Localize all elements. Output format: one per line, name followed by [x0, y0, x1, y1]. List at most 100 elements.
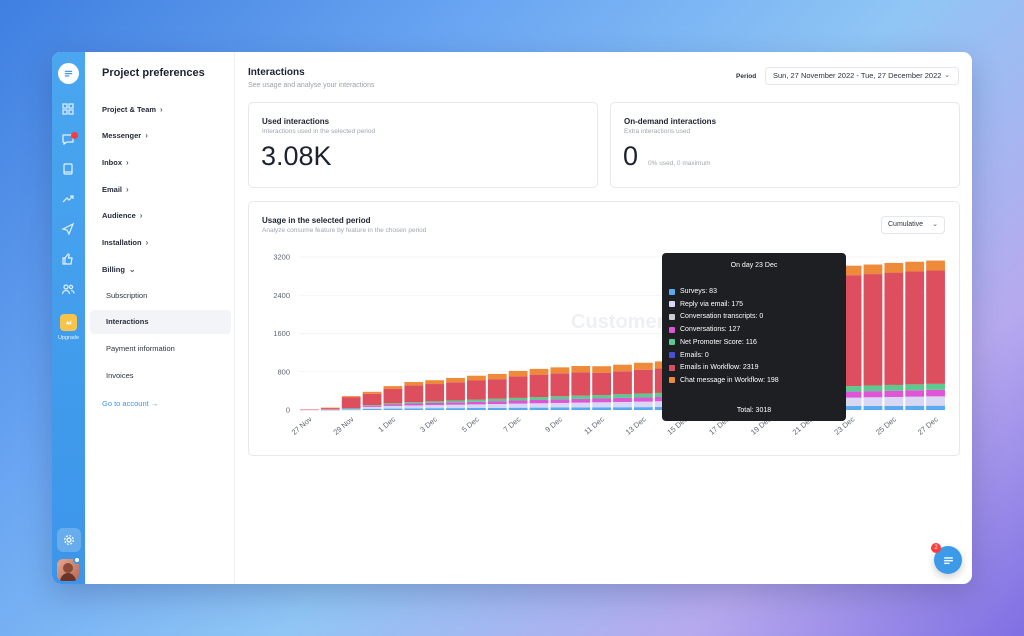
sidebar-item-audience[interactable]: Audience › [102, 211, 142, 220]
bar-segment-emails_in_workflow[interactable] [446, 382, 465, 401]
bar-segment-emails_in_workflow[interactable] [467, 380, 486, 400]
go-to-account-link[interactable]: Go to account → [102, 399, 159, 408]
bar-segment-chat_message_in_workflow[interactable] [592, 366, 612, 373]
bar-segment-surveys[interactable] [613, 407, 632, 410]
bar-segment-reply_via_email[interactable] [508, 403, 528, 408]
bar-segment-surveys[interactable] [508, 407, 528, 410]
usage-chart[interactable]: Customerly 0 800 1600 2400 3200 27 Nov 29 Nov… [249, 202, 961, 457]
bar-segment-net_promoter_score[interactable] [487, 398, 507, 402]
bar-segment-chat_message_in_workflow[interactable] [863, 264, 883, 275]
bar-segment-emails_in_workflow[interactable] [341, 397, 361, 409]
sidebar-subitem-invoices[interactable]: Invoices [106, 371, 134, 380]
bar-segment-chat_message_in_workflow[interactable] [884, 262, 904, 273]
bar-segment-emails_in_workflow[interactable] [425, 384, 445, 402]
bar-segment-net_promoter_score[interactable] [926, 383, 945, 390]
sidebar-subitem-subscription[interactable]: Subscription [106, 291, 148, 300]
bar-segment-net_promoter_score[interactable] [446, 400, 465, 403]
bar-segment-net_promoter_score[interactable] [383, 403, 403, 405]
bar-segment-conversations[interactable] [446, 402, 465, 405]
bar-segment-reply_via_email[interactable] [383, 405, 403, 409]
bar-segment-chat_message_in_workflow[interactable] [508, 370, 528, 377]
bar-segment-reply_via_email[interactable] [529, 403, 549, 408]
bar-segment-net_promoter_score[interactable] [467, 399, 486, 402]
bar-segment-emails_in_workflow[interactable] [926, 270, 945, 384]
trending-icon[interactable] [61, 192, 75, 206]
bar-segment-conversations[interactable] [487, 401, 507, 405]
bar-segment-reply_via_email[interactable] [926, 396, 945, 406]
bar-segment-net_promoter_score[interactable] [425, 401, 445, 403]
bar-segment-chat_message_in_workflow[interactable] [487, 373, 507, 380]
bar-segment-surveys[interactable] [446, 408, 465, 410]
bar-segment-conversations[interactable] [926, 389, 945, 397]
bar-segment-surveys[interactable] [487, 407, 507, 410]
bar-segment-conversations[interactable] [404, 403, 424, 406]
avatar[interactable] [57, 559, 79, 581]
bar-segment-net_promoter_score[interactable] [341, 408, 361, 409]
bar-segment-surveys[interactable] [425, 408, 445, 410]
bar-segment-surveys[interactable] [863, 405, 883, 410]
bar-segment-emails_in_workflow[interactable] [383, 388, 403, 404]
bar-segment-chat_message_in_workflow[interactable] [425, 380, 445, 385]
bar-segment-reply_via_email[interactable] [592, 402, 612, 408]
bar-segment-surveys[interactable] [926, 405, 945, 410]
bar-segment-chat_message_in_workflow[interactable] [383, 386, 403, 389]
bar-segment-emails_in_workflow[interactable] [633, 369, 653, 394]
bar-segment-chat_message_in_workflow[interactable] [571, 366, 591, 373]
bar-segment-reply_via_email[interactable] [613, 401, 632, 408]
bar-segment-reply_via_email[interactable] [320, 409, 340, 411]
cumulative-dropdown[interactable]: Cumulative ⌄ [881, 216, 945, 234]
bar-segment-chat_message_in_workflow[interactable] [842, 265, 862, 276]
bar-segment-conversations[interactable] [633, 397, 653, 402]
bar-segment-chat_message_in_workflow[interactable] [613, 364, 632, 372]
bar-segment-chat_message_in_workflow[interactable] [633, 362, 653, 370]
bar-segment-surveys[interactable] [884, 405, 904, 410]
bar-segment-reply_via_email[interactable] [341, 408, 361, 410]
period-date-picker[interactable]: Sun, 27 November 2022 - Tue, 27 December… [765, 67, 959, 85]
bar-segment-chat_message_in_workflow[interactable] [362, 391, 382, 394]
sidebar-subitem-interactions[interactable]: Interactions [90, 310, 231, 334]
bar-segment-conversations[interactable] [842, 391, 862, 398]
bar-segment-conversations[interactable] [467, 401, 486, 405]
bar-segment-reply_via_email[interactable] [550, 402, 570, 408]
bar-segment-conversations[interactable] [362, 405, 382, 407]
bar-segment-conversations[interactable] [383, 404, 403, 406]
bar-segment-conversations[interactable] [592, 398, 612, 403]
bar-segment-emails_in_workflow[interactable] [508, 376, 528, 398]
users-icon[interactable] [61, 282, 75, 296]
bar-segment-chat_message_in_workflow[interactable] [529, 368, 549, 375]
bar-segment-net_promoter_score[interactable] [905, 384, 925, 391]
thumbs-up-icon[interactable] [61, 252, 75, 266]
bar-segment-conversations[interactable] [550, 399, 570, 403]
upgrade-icon[interactable] [60, 314, 77, 331]
bar-segment-emails_in_workflow[interactable] [905, 271, 925, 385]
bar-segment-conversations[interactable] [863, 391, 883, 398]
bar-segment-reply_via_email[interactable] [571, 402, 591, 408]
sidebar-item-project-team[interactable]: Project & Team › [102, 105, 163, 114]
bar-segment-surveys[interactable] [362, 408, 382, 410]
bar-segment-reply_via_email[interactable] [446, 404, 465, 409]
bar-segment-emails_in_workflow[interactable] [884, 272, 904, 385]
bar-segment-emails_in_workflow[interactable] [571, 372, 591, 396]
bar-segment-emails_in_workflow[interactable] [300, 409, 319, 411]
bar-segment-reply_via_email[interactable] [842, 397, 862, 407]
bar-segment-reply_via_email[interactable] [362, 406, 382, 409]
bar-segment-surveys[interactable] [571, 407, 591, 410]
bar-segment-emails_in_workflow[interactable] [487, 379, 507, 399]
bar-segment-emails_in_workflow[interactable] [613, 371, 632, 395]
bar-segment-emails_in_workflow[interactable] [320, 408, 340, 410]
bar-segment-surveys[interactable] [404, 408, 424, 410]
bar-segment-net_promoter_score[interactable] [404, 402, 424, 404]
bar-segment-net_promoter_score[interactable] [863, 385, 883, 392]
bar-segment-conversations[interactable] [905, 390, 925, 397]
bar-segment-reply_via_email[interactable] [905, 396, 925, 406]
bar-segment-conversations[interactable] [613, 397, 632, 402]
upgrade-label[interactable]: Upgrade [57, 335, 80, 341]
bar-segment-emails_in_workflow[interactable] [842, 275, 862, 387]
bar-segment-net_promoter_score[interactable] [884, 384, 904, 391]
bar-segment-chat_message_in_workflow[interactable] [341, 396, 361, 398]
bar-segment-chat_message_in_workflow[interactable] [905, 261, 925, 272]
bar-segment-emails_in_workflow[interactable] [404, 385, 424, 403]
bar-segment-emails_in_workflow[interactable] [529, 374, 549, 398]
sidebar-item-messenger[interactable]: Messenger › [102, 131, 148, 140]
bar-segment-net_promoter_score[interactable] [613, 394, 632, 398]
